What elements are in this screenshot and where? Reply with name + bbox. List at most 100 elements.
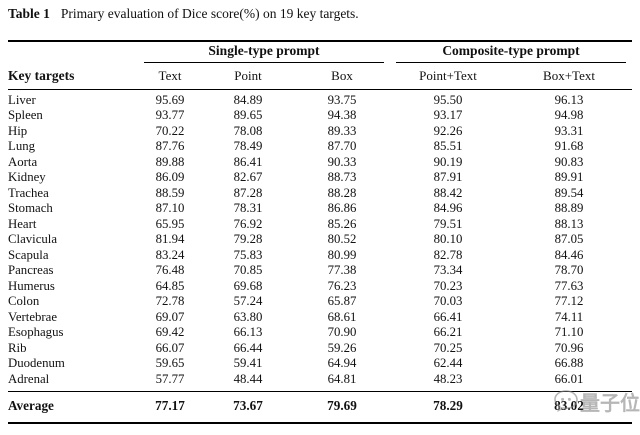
row-dice-value: 77.12: [554, 294, 584, 308]
row-dice-value: 85.26: [327, 216, 357, 231]
average-label: Average: [8, 391, 138, 423]
row-dice-value: 78.08: [233, 123, 263, 138]
row-dice-value: 78.70: [554, 263, 584, 277]
row-dice-value: 90.83: [554, 154, 584, 169]
row-dice-value: 81.94: [155, 232, 185, 246]
row-dice-value: 85.51: [433, 139, 463, 153]
col-header-point: Point: [202, 63, 294, 90]
table-row: Pancreas 76.48 70.85 77.38 73.34 78.70: [8, 263, 632, 279]
table-row: Kidney 86.09 82.67 88.73 87.91 89.91: [8, 170, 632, 186]
row-dice-value: 70.22: [155, 123, 185, 138]
row-dice-value: 66.13: [233, 325, 263, 339]
row-dice-value: 71.10: [554, 325, 584, 339]
row-dice-value: 87.76: [155, 139, 185, 153]
row-dice-value: 76.92: [233, 216, 263, 231]
table-caption-text: Primary evaluation of Dice score(%) on 1…: [60, 6, 359, 21]
row-dice-value: 92.26: [433, 123, 463, 138]
row-dice-value: 79.28: [233, 232, 263, 246]
row-target-label: Liver: [8, 92, 36, 107]
row-dice-value: 94.98: [554, 108, 584, 122]
row-dice-value: 70.90: [327, 325, 357, 339]
row-dice-value: 84.46: [554, 247, 584, 262]
col-header-point-text: Point+Text: [390, 63, 506, 90]
row-dice-value: 74.11: [554, 309, 584, 324]
row-dice-value: 88.42: [433, 185, 463, 200]
row-dice-value: 83.24: [155, 247, 185, 262]
table-row: Rib 66.07 66.44 59.26 70.25 70.96: [8, 341, 632, 357]
row-dice-value: 76.23: [327, 278, 357, 293]
row-dice-value: 80.10: [433, 232, 463, 246]
row-dice-value: 77.38: [327, 263, 357, 277]
row-target-label: Vertebrae: [8, 309, 58, 324]
row-dice-value: 87.70: [327, 139, 357, 153]
row-dice-value: 79.51: [433, 216, 463, 231]
row-dice-value: 59.26: [327, 340, 357, 355]
row-target-label: Rib: [8, 340, 27, 355]
row-dice-value: 87.28: [233, 185, 263, 200]
row-dice-value: 70.96: [554, 340, 584, 355]
row-dice-value: 69.42: [155, 325, 185, 339]
group-header-row: Single-type prompt Composite-type prompt: [8, 41, 632, 63]
row-dice-value: 88.13: [554, 216, 584, 231]
table-row: Clavicula 81.94 79.28 80.52 80.10 87.05: [8, 232, 632, 248]
row-target-label: Kidney: [8, 170, 46, 184]
row-dice-value: 88.59: [155, 185, 185, 200]
table-row: Humerus 64.85 69.68 76.23 70.23 77.63: [8, 279, 632, 295]
group-header-composite-type: Composite-type prompt: [390, 41, 632, 63]
row-dice-value: 89.33: [327, 123, 357, 138]
table-row: Hip 70.22 78.08 89.33 92.26 93.31: [8, 124, 632, 140]
row-dice-value: 73.34: [433, 263, 463, 277]
row-dice-value: 48.23: [433, 371, 463, 386]
row-dice-value: 59.41: [233, 356, 263, 370]
single-type-underline: Single-type prompt: [144, 43, 384, 63]
row-target-label: Pancreas: [8, 263, 54, 277]
row-dice-value: 66.44: [233, 340, 263, 355]
row-dice-value: 93.17: [433, 108, 463, 122]
table-row: Scapula 83.24 75.83 80.99 82.78 84.46: [8, 248, 632, 264]
row-target-label: Colon: [8, 294, 40, 308]
group-header-spacer: [8, 41, 138, 63]
row-dice-value: 78.49: [233, 139, 263, 153]
table-row: Lung 87.76 78.49 87.70 85.51 91.68: [8, 139, 632, 155]
row-dice-value: 66.07: [155, 340, 185, 355]
row-dice-value: 87.10: [155, 201, 185, 215]
row-target-label: Esophagus: [8, 325, 64, 339]
average-point-text-value: 78.29: [390, 391, 506, 423]
row-dice-value: 95.69: [155, 92, 185, 107]
table-row: Liver 95.69 84.89 93.75 95.50 96.13: [8, 89, 632, 108]
col-header-box: Box: [294, 63, 390, 90]
row-dice-value: 72.78: [155, 294, 185, 308]
row-dice-value: 93.77: [155, 108, 185, 122]
table-row: Aorta 89.88 86.41 90.33 90.19 90.83: [8, 155, 632, 171]
row-dice-value: 89.65: [233, 108, 263, 122]
row-dice-value: 68.61: [327, 309, 357, 324]
table-caption-number: Table 1: [8, 6, 50, 21]
row-target-label: Hip: [8, 123, 28, 138]
row-dice-value: 84.96: [433, 201, 463, 215]
row-dice-value: 69.07: [155, 309, 185, 324]
row-dice-value: 88.28: [327, 185, 357, 200]
row-dice-value: 86.41: [233, 154, 263, 169]
row-dice-value: 64.85: [155, 278, 185, 293]
table-row: Stomach 87.10 78.31 86.86 84.96 88.89: [8, 201, 632, 217]
row-target-label: Scapula: [8, 247, 49, 262]
row-target-label: Heart: [8, 216, 37, 231]
row-dice-value: 77.63: [554, 278, 584, 293]
table-row: Duodenum 59.65 59.41 64.94 62.44 66.88: [8, 356, 632, 372]
row-dice-value: 94.38: [327, 108, 357, 122]
row-dice-value: 66.01: [554, 371, 584, 386]
row-dice-value: 89.88: [155, 154, 185, 169]
average-box-text-value: 83.02: [506, 391, 632, 423]
col-header-key-targets: Key targets: [8, 63, 138, 90]
row-dice-value: 88.73: [327, 170, 357, 184]
row-dice-value: 70.23: [433, 278, 463, 293]
table-row: Vertebrae 69.07 63.80 68.61 66.41 74.11: [8, 310, 632, 326]
row-dice-value: 65.95: [155, 216, 185, 231]
row-dice-value: 70.25: [433, 340, 463, 355]
row-dice-value: 82.78: [433, 247, 463, 262]
row-target-label: Aorta: [8, 154, 38, 169]
row-dice-value: 96.13: [554, 92, 584, 107]
row-target-label: Stomach: [8, 201, 53, 215]
row-dice-value: 93.31: [554, 123, 584, 138]
row-dice-value: 75.83: [233, 247, 263, 262]
